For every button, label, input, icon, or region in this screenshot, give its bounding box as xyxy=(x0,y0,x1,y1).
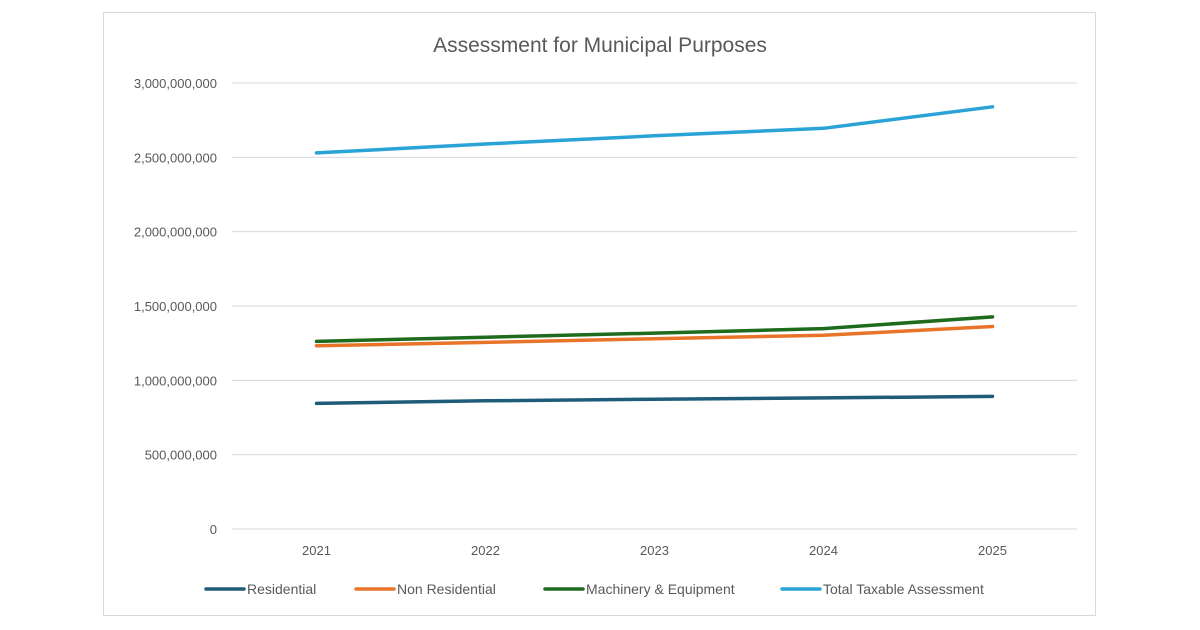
x-tick-label: 2022 xyxy=(471,543,500,558)
y-tick-label: 2,500,000,000 xyxy=(134,150,217,165)
y-tick-label: 3,000,000,000 xyxy=(134,76,217,91)
x-tick-label: 2023 xyxy=(640,543,669,558)
x-tick-label: 2024 xyxy=(809,543,838,558)
gridlines xyxy=(232,82,1077,530)
series-line-non-residential xyxy=(314,324,995,348)
chart-frame xyxy=(103,12,1096,616)
series-line-residential xyxy=(314,394,995,406)
y-axis-ticks: 0 500,000,000 1,000,000,000 1,500,000,000 2,… xyxy=(134,76,217,537)
legend: Residential Non Residential Machinery & Eq… xyxy=(204,581,984,597)
y-tick-label: 2,000,000,000 xyxy=(134,225,217,240)
y-tick-label: 500,000,000 xyxy=(145,448,217,463)
series-line-total-taxable-assessment xyxy=(314,105,995,155)
y-tick-label: 1,500,000,000 xyxy=(134,299,217,314)
y-tick-label: 0 xyxy=(210,522,217,537)
x-tick-label: 2025 xyxy=(978,543,1007,558)
legend-label: Total Taxable Assessment xyxy=(823,581,984,597)
x-axis-ticks: 2021 2022 2023 2024 2025 xyxy=(302,543,1007,558)
legend-label: Non Residential xyxy=(397,581,496,597)
series-lines xyxy=(314,105,995,406)
y-tick-label: 1,000,000,000 xyxy=(134,373,217,388)
x-tick-label: 2021 xyxy=(302,543,331,558)
legend-label: Residential xyxy=(247,581,316,597)
chart-title: Assessment for Municipal Purposes xyxy=(433,34,767,57)
series-line-machinery-equipment xyxy=(314,315,995,344)
legend-label: Machinery & Equipment xyxy=(586,581,735,597)
